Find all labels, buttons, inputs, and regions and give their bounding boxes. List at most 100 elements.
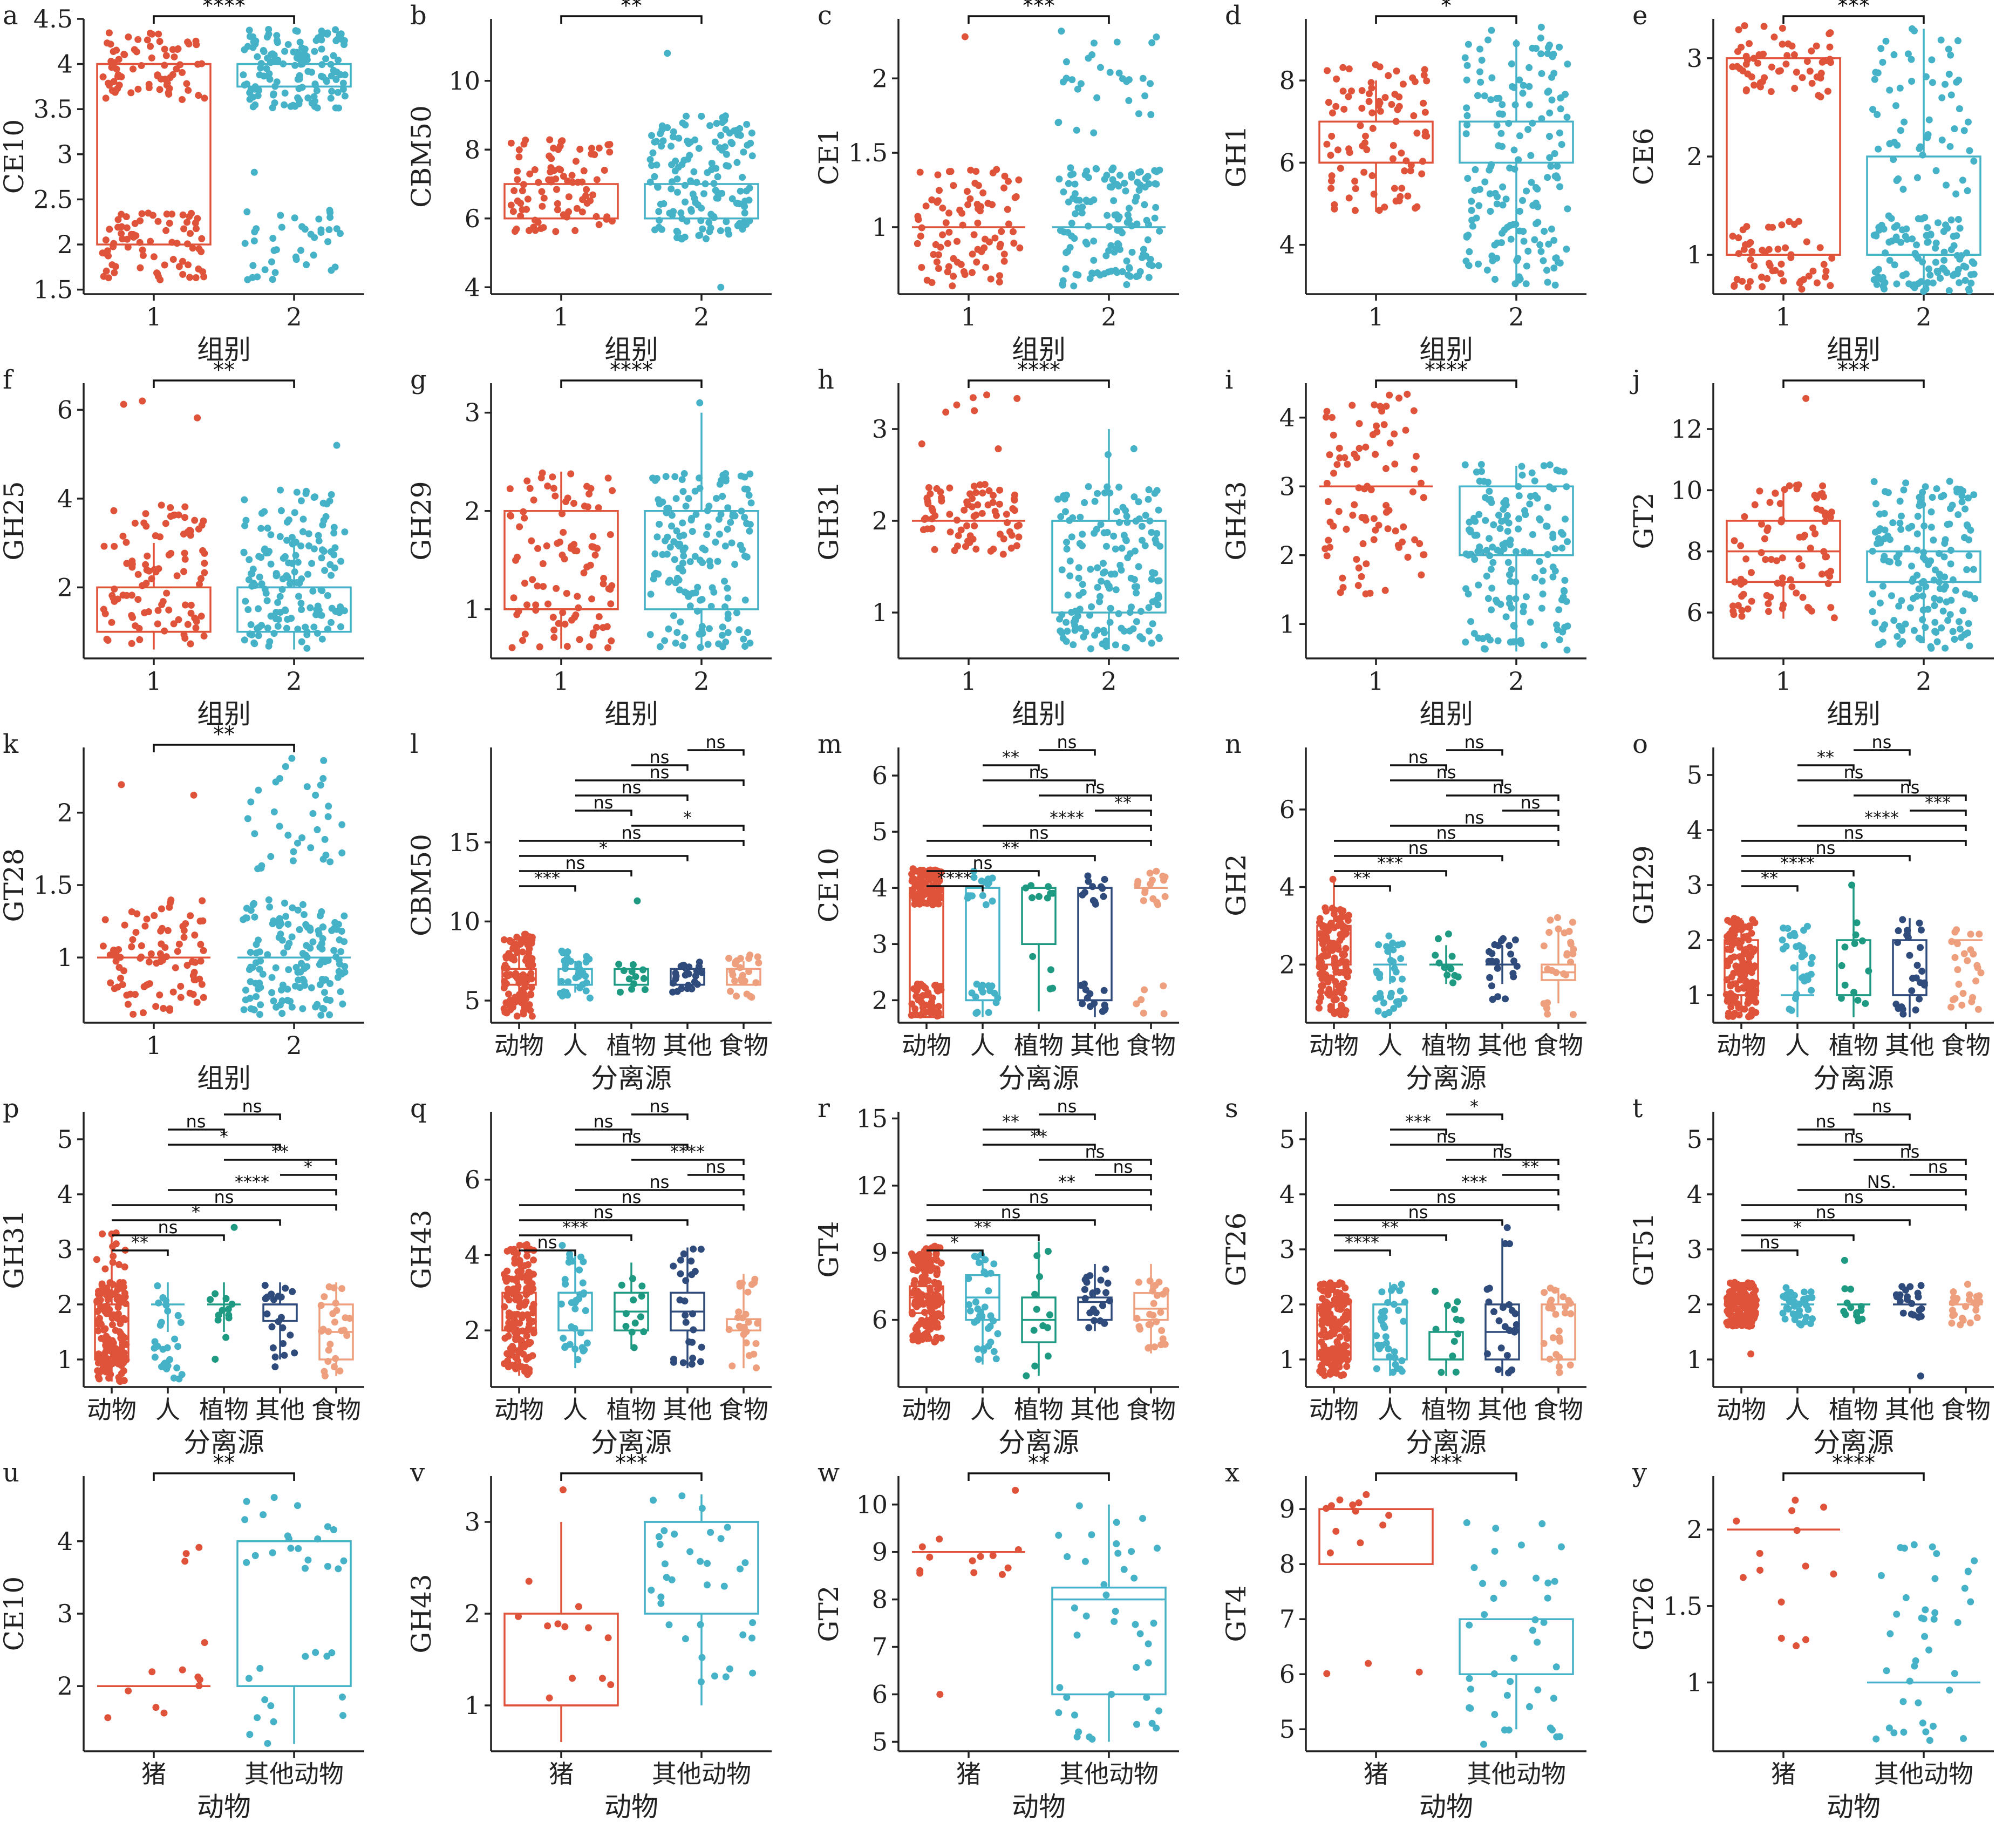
data-point bbox=[664, 533, 671, 541]
data-point bbox=[989, 169, 997, 176]
data-point bbox=[122, 213, 130, 221]
data-point bbox=[1064, 591, 1072, 599]
data-point bbox=[119, 235, 126, 243]
data-point bbox=[1554, 162, 1561, 170]
data-point bbox=[178, 96, 186, 103]
data-point bbox=[1537, 50, 1545, 58]
data-point bbox=[1953, 232, 1960, 240]
data-point bbox=[743, 120, 751, 128]
data-point bbox=[979, 988, 986, 996]
sig-label: ns bbox=[1085, 777, 1105, 798]
data-point bbox=[305, 530, 312, 538]
data-point bbox=[1972, 977, 1980, 985]
data-point bbox=[1897, 127, 1904, 134]
y-axis-label: CE1 bbox=[813, 128, 844, 186]
y-tick-label: 8 bbox=[1279, 66, 1295, 95]
data-point bbox=[188, 958, 196, 966]
data-point bbox=[539, 560, 547, 568]
data-point bbox=[983, 391, 991, 399]
data-point bbox=[946, 511, 953, 518]
data-point bbox=[1492, 596, 1500, 604]
data-point bbox=[728, 1362, 736, 1370]
data-point bbox=[180, 531, 187, 538]
data-point bbox=[303, 261, 310, 269]
data-point bbox=[1742, 86, 1750, 93]
data-point bbox=[127, 89, 135, 97]
data-point bbox=[928, 505, 936, 512]
data-point bbox=[1779, 945, 1787, 953]
data-point bbox=[249, 44, 257, 51]
data-point bbox=[1938, 136, 1946, 144]
data-point bbox=[973, 259, 980, 266]
data-point bbox=[1107, 570, 1115, 578]
panel-n: n246动物人植物 其他 食物分离源GH2nsnsnsnsnsnsnsns***** bbox=[1221, 729, 1586, 1094]
data-point bbox=[622, 1310, 630, 1317]
data-point bbox=[169, 256, 177, 263]
data-point bbox=[104, 247, 111, 255]
data-point bbox=[1091, 631, 1099, 639]
data-point bbox=[594, 545, 601, 552]
data-point bbox=[1967, 526, 1974, 534]
data-point bbox=[104, 1339, 111, 1347]
y-tick-label: 10 bbox=[1671, 475, 1702, 505]
data-point bbox=[270, 247, 278, 254]
data-point bbox=[724, 629, 732, 636]
data-point bbox=[330, 551, 338, 559]
x-tick-label: 2 bbox=[1101, 667, 1116, 696]
x-tick-label: 植物 bbox=[199, 1395, 249, 1424]
data-point bbox=[721, 112, 729, 120]
data-point bbox=[1892, 102, 1899, 110]
data-point bbox=[1035, 893, 1043, 900]
data-point bbox=[1886, 536, 1894, 543]
data-point bbox=[1534, 185, 1541, 193]
data-point bbox=[114, 216, 122, 223]
data-point bbox=[972, 1009, 980, 1017]
data-point bbox=[337, 623, 344, 630]
data-point bbox=[270, 808, 278, 815]
data-point bbox=[1096, 64, 1104, 71]
data-point bbox=[181, 514, 189, 521]
data-point bbox=[265, 25, 273, 33]
data-point bbox=[1786, 218, 1793, 226]
data-point bbox=[1875, 145, 1882, 153]
data-point bbox=[270, 51, 278, 59]
data-point bbox=[522, 137, 529, 144]
data-point bbox=[156, 533, 164, 541]
data-point bbox=[111, 89, 119, 96]
data-point bbox=[318, 908, 325, 915]
data-point bbox=[1328, 132, 1336, 140]
data-point bbox=[1065, 198, 1072, 206]
data-point bbox=[1499, 201, 1507, 209]
data-point bbox=[946, 528, 954, 536]
data-point bbox=[1529, 119, 1536, 127]
data-point bbox=[696, 485, 704, 492]
data-point bbox=[1963, 249, 1971, 257]
data-point bbox=[303, 56, 311, 64]
data-point bbox=[128, 591, 135, 599]
data-point bbox=[1148, 528, 1155, 536]
data-point bbox=[1929, 79, 1936, 86]
data-point bbox=[1487, 208, 1494, 215]
data-point bbox=[108, 592, 116, 600]
data-point bbox=[1465, 261, 1472, 269]
data-point bbox=[1959, 607, 1967, 615]
data-point bbox=[247, 86, 255, 93]
data-point bbox=[1511, 280, 1519, 288]
data-point bbox=[183, 240, 191, 248]
data-point bbox=[523, 601, 531, 609]
data-point bbox=[1370, 515, 1378, 522]
data-point bbox=[1125, 76, 1133, 84]
data-point bbox=[1932, 259, 1939, 266]
data-point bbox=[1946, 520, 1953, 528]
data-point bbox=[1404, 554, 1412, 561]
data-point bbox=[679, 119, 686, 127]
data-point bbox=[111, 585, 118, 593]
data-point bbox=[629, 961, 637, 969]
data-point bbox=[1402, 426, 1409, 434]
data-point bbox=[1476, 186, 1483, 193]
data-point bbox=[678, 476, 686, 484]
data-point bbox=[732, 958, 739, 966]
data-point bbox=[1355, 484, 1363, 492]
data-point bbox=[334, 89, 342, 96]
y-tick-label: 5 bbox=[872, 817, 888, 846]
